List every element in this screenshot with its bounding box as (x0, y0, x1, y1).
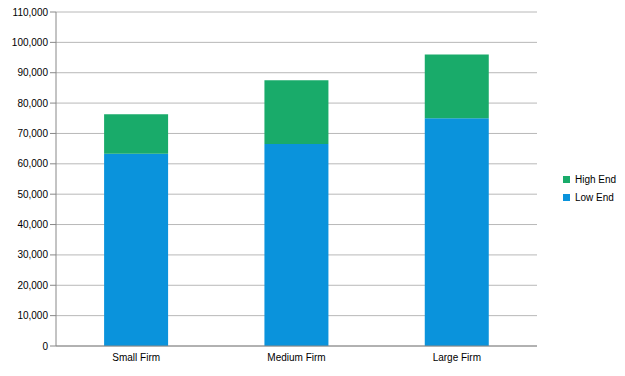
svg-text:50,000: 50,000 (17, 189, 48, 200)
svg-text:90,000: 90,000 (17, 67, 48, 78)
svg-text:Medium Firm: Medium Firm (267, 352, 325, 363)
svg-text:Large Firm: Large Firm (433, 352, 481, 363)
svg-text:40,000: 40,000 (17, 219, 48, 230)
svg-text:10,000: 10,000 (17, 310, 48, 321)
svg-text:0: 0 (42, 341, 48, 352)
svg-text:60,000: 60,000 (17, 158, 48, 169)
svg-text:Small Firm: Small Firm (112, 352, 160, 363)
svg-text:30,000: 30,000 (17, 249, 48, 260)
html-text:Low End: Low End (575, 191, 614, 203)
svg-text:20,000: 20,000 (17, 280, 48, 291)
svg-text:110,000: 110,000 (13, 7, 49, 18)
svg-text:70,000: 70,000 (17, 128, 48, 139)
svg-text:80,000: 80,000 (17, 98, 48, 109)
html-text:High End: High End (575, 173, 617, 185)
svg-text:100,000: 100,000 (12, 37, 49, 48)
